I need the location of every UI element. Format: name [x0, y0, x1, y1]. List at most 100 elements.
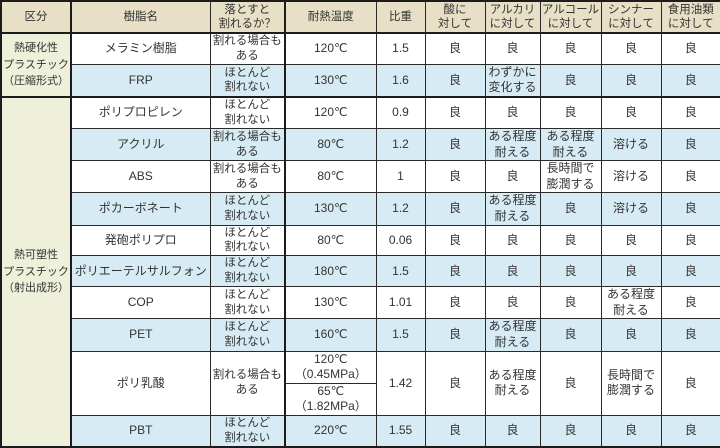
col-header-crack-when-dropped: 落とすと 割れるか？ [209, 0, 286, 34]
crack-when-dropped-cell: ほとんど 割れない [209, 286, 286, 320]
header-row: 区分 樹脂名 落とすと 割れるか？ 耐熱温度 比重 酸に 対して アルカリ に対して アルコー… [0, 0, 720, 34]
acid-cell: 良 [424, 350, 486, 417]
specific-gravity-cell: 1.2 [375, 127, 426, 162]
specific-gravity-cell: 1.5 [375, 255, 426, 288]
resin-name-cell: 発砲ポリプロ [70, 224, 211, 257]
table-row: ポリ乳酸 割れる場合も ある 120℃ （0.45MPa） 1.42 良ある程度 耐える… [1, 350, 720, 417]
category-cell: 熱可塑性 プラスチック （射出成形） [0, 96, 72, 448]
thinner-cell: 溶ける [600, 127, 662, 162]
heat-temp-cell: 80℃ [284, 127, 377, 162]
acid-cell: 良 [424, 255, 486, 288]
col-header-heat-resistance: 耐熱温度 [284, 0, 377, 34]
heat-temp-cell: 220℃ [284, 414, 377, 448]
heat-temp-cell: 120℃ [284, 96, 377, 129]
cooking-oil-cell: 良 [660, 96, 720, 129]
table-row: ポカーボネート ほとんど 割れない 130℃ 1.2 良ある程度 耐える良溶ける良 [1, 192, 720, 226]
crack-when-dropped-cell: 割れる場合も ある [209, 32, 286, 65]
heat-temp-cell: 130℃ [284, 192, 377, 226]
resin-name-cell: ポリ乳酸 [70, 350, 211, 417]
alcohol-cell: 長時間で 膨潤する [539, 160, 602, 194]
table-row: COP ほとんど 割れない 130℃ 1.01 良良良ある程度 耐える良 [1, 286, 720, 320]
specific-gravity-cell: 1.42 [375, 350, 426, 417]
resin-name-cell: ポリエーテルサルフォン [70, 255, 211, 288]
crack-when-dropped-cell: 割れる場合も ある [209, 160, 286, 194]
resin-name-cell: アクリル [70, 127, 211, 162]
resin-name-cell: ABS [70, 160, 211, 194]
cooking-oil-cell: 良 [660, 160, 720, 194]
alkali-cell: ある程度 耐える [484, 318, 541, 352]
acid-cell: 良 [424, 192, 486, 226]
table-row: FRP ほとんど 割れない 130℃ 1.6 良わずかに 変化する良良良 [1, 63, 720, 98]
thinner-cell: ある程度 耐える [600, 286, 662, 320]
alkali-cell: 良 [484, 96, 541, 129]
col-header-alcohol: アルコール に対して [539, 0, 602, 34]
specific-gravity-cell: 0.06 [375, 224, 426, 257]
specific-gravity-cell: 1.2 [375, 192, 426, 226]
crack-when-dropped-cell: ほとんど 割れない [209, 255, 286, 288]
table-row: 発砲ポリプロ ほとんど 割れない 80℃ 0.06 良良良良良 [1, 224, 720, 257]
heat-temp-cell: 120℃ （0.45MPa） [284, 350, 377, 384]
crack-when-dropped-cell: ほとんど 割れない [209, 224, 286, 257]
specific-gravity-cell: 1.6 [375, 63, 426, 98]
heat-temp-cell: 160℃ [284, 318, 377, 352]
resin-name-cell: ポリプロピレン [70, 96, 211, 129]
cooking-oil-cell: 良 [660, 255, 720, 288]
crack-when-dropped-cell: ほとんど 割れない [209, 96, 286, 129]
resin-name-cell: COP [70, 286, 211, 320]
cooking-oil-cell: 良 [660, 318, 720, 352]
alcohol-cell: 良 [539, 224, 602, 257]
specific-gravity-cell: 1 [375, 160, 426, 194]
heat-temp-cell: 130℃ [284, 286, 377, 320]
alcohol-cell: 良 [539, 96, 602, 129]
table-row: 熱可塑性 プラスチック （射出成形） ポリプロピレン ほとんど 割れない 120℃ 0.… [0, 96, 720, 448]
thinner-cell: 良 [600, 224, 662, 257]
alkali-cell: ある程度 耐える [484, 192, 541, 226]
col-header-alkali: アルカリ に対して [484, 0, 541, 34]
heat-temp-cell: 180℃ [284, 255, 377, 288]
crack-when-dropped-cell: ほとんど 割れない [209, 192, 286, 226]
col-header-resin-name: 樹脂名 [70, 0, 211, 34]
table-row: ポリエーテルサルフォン ほとんど 割れない 180℃ 1.5 良良良良良 [1, 255, 720, 288]
acid-cell: 良 [424, 63, 486, 98]
cooking-oil-cell: 良 [660, 127, 720, 162]
col-header-thinner: シンナー に対して [600, 0, 662, 34]
alkali-cell: 良 [484, 286, 541, 320]
heat-temp-cell: 130℃ [284, 63, 377, 98]
thinner-cell: 良 [600, 63, 662, 98]
thinner-cell: 良 [600, 32, 662, 65]
cooking-oil-cell: 良 [660, 63, 720, 98]
col-header-category: 区分 [0, 0, 72, 34]
resin-name-cell: PBT [70, 414, 211, 448]
specific-gravity-cell: 1.5 [375, 32, 426, 65]
heat-temp-cell: 80℃ [284, 160, 377, 194]
acid-cell: 良 [424, 224, 486, 257]
resin-name-cell: FRP [70, 63, 211, 98]
alcohol-cell: 良 [539, 350, 602, 417]
resin-name-cell: メラミン樹脂 [70, 32, 211, 65]
table-row: PET ほとんど 割れない 160℃ 1.5 良ある程度 耐える良良良 [1, 318, 720, 352]
alcohol-cell: 良 [539, 318, 602, 352]
acid-cell: 良 [424, 127, 486, 162]
table-row: アクリル 割れる場合も ある 80℃ 1.2 良ある程度 耐える ある程度 耐える 溶ける良 [1, 127, 720, 162]
crack-when-dropped-cell: ほとんど 割れない [209, 318, 286, 352]
alkali-cell: ある程度 耐える [484, 350, 541, 417]
cooking-oil-cell: 良 [660, 32, 720, 65]
alkali-cell: 良 [484, 255, 541, 288]
acid-cell: 良 [424, 286, 486, 320]
specific-gravity-cell: 1.01 [375, 286, 426, 320]
alkali-cell: 良 [484, 32, 541, 65]
alkali-cell: わずかに 変化する [484, 63, 541, 98]
alcohol-cell: 良 [539, 414, 602, 448]
thinner-cell: 良 [600, 318, 662, 352]
table-row: PBT ほとんど 割れない 220℃ 1.55 良良良良良 [1, 414, 720, 448]
acid-cell: 良 [424, 96, 486, 129]
alkali-cell: 良 [484, 160, 541, 194]
alkali-cell: 良 [484, 224, 541, 257]
acid-cell: 良 [424, 318, 486, 352]
thinner-cell: 良 [600, 96, 662, 129]
alcohol-cell: 良 [539, 255, 602, 288]
crack-when-dropped-cell: ほとんど 割れない [209, 63, 286, 98]
crack-when-dropped-cell: ほとんど 割れない [209, 414, 286, 448]
alcohol-cell: 良 [539, 286, 602, 320]
alcohol-cell: 良 [539, 63, 602, 98]
